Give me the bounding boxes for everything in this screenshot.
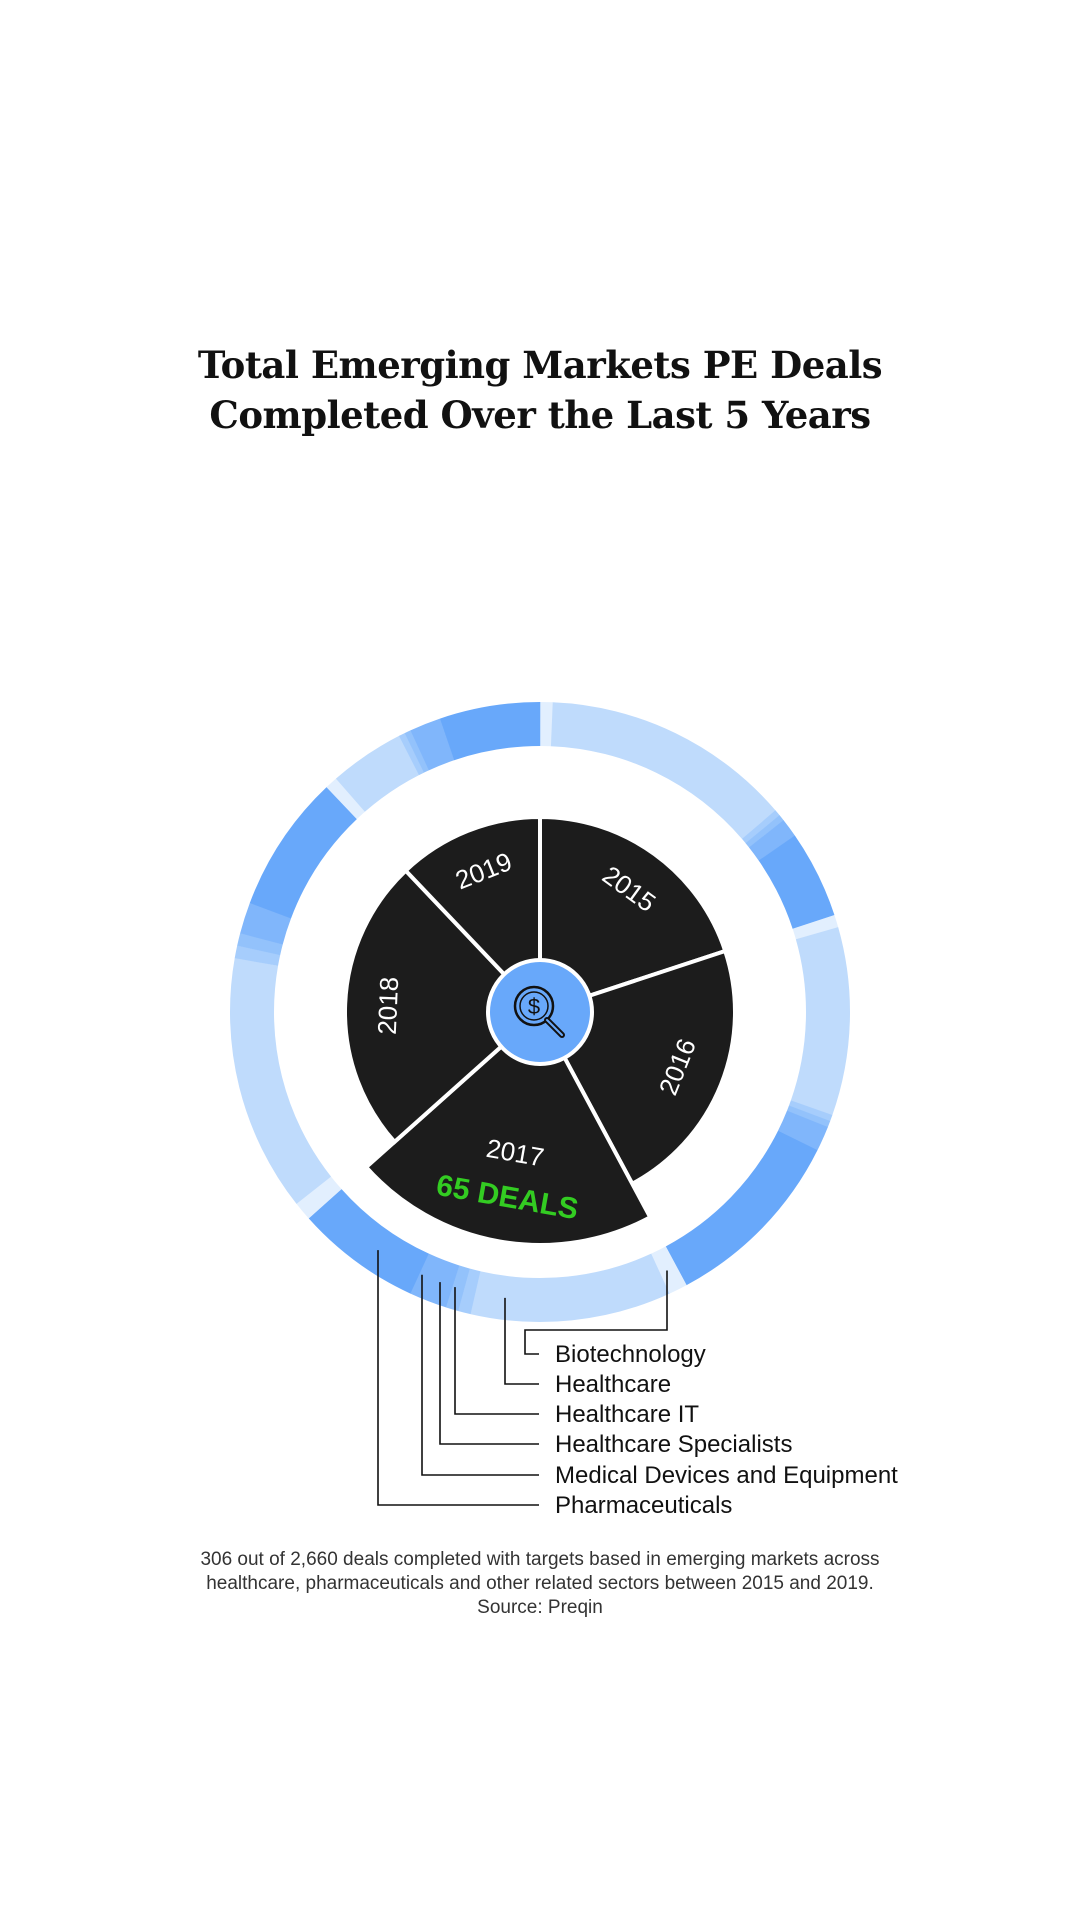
caption: 306 out of 2,660 deals completed with ta… [0, 1548, 1080, 1620]
ring-segment-2018-healthcare-it [234, 945, 281, 966]
ring-segment-2017-pharmaceuticals [308, 1189, 429, 1294]
dollar-magnifier-icon: $ [513, 985, 565, 1038]
legend-label: Biotechnology [555, 1341, 706, 1368]
ring-segment-2016-healthcare [790, 927, 850, 1116]
sector-ring [229, 702, 850, 1322]
ring-segment-2015-healthcare [550, 702, 776, 840]
leader-line [439, 1282, 539, 1445]
chart-title: Total Emerging Markets PE Deals Complete… [0, 340, 1080, 440]
legend-item-medical-devices-and-equipment: Medical Devices and Equipment [421, 1274, 898, 1489]
caption-source: Source: Preqin [477, 1597, 603, 1618]
legend-item-healthcare-it: Healthcare IT [454, 1287, 699, 1428]
chart-title-line-2: Completed Over the Last 5 Years [209, 393, 871, 437]
ring-segment-2017-healthcare-it [457, 1268, 481, 1315]
legend-item-pharmaceuticals: Pharmaceuticals [377, 1250, 732, 1519]
ring-segment-2015-healthcare-it [742, 810, 780, 844]
year-label-2018: 2018 [372, 976, 404, 1035]
leader-line [454, 1287, 539, 1415]
chart-title-line-1: Total Emerging Markets PE Deals [197, 343, 883, 387]
ring-segment-2016-pharmaceuticals [665, 1130, 818, 1286]
ring-segment-2018-healthcare [229, 957, 332, 1204]
ring-segment-2018-pharmaceuticals [249, 787, 357, 919]
legend-label: Medical Devices and Equipment [555, 1462, 898, 1489]
ring-segment-2015-pharmaceuticals [758, 835, 835, 929]
pie-wedge-2019 [402, 814, 542, 1018]
ring-segment-2019-healthcare-specialists [404, 730, 430, 773]
legend-item-healthcare-specialists: Healthcare Specialists [439, 1282, 792, 1458]
legend-label: Healthcare [555, 1371, 671, 1398]
ring-segment-2015-healthcare-specialists [745, 815, 784, 848]
leader-line [524, 1270, 668, 1355]
ring-segment-2019-healthcare-it [398, 732, 425, 776]
center-circle [486, 958, 594, 1066]
ring-segment-2016-medical-devices-and-equipment [778, 1110, 828, 1151]
legend-label: Pharmaceuticals [555, 1492, 732, 1519]
pie-wedge-2015 [538, 814, 728, 1015]
leader-line [377, 1250, 539, 1506]
legend: Biotechnology Healthcare Healthcare IT Heal… [377, 1250, 898, 1519]
svg-text:$: $ [528, 994, 540, 1019]
pie-wedge-2017 [363, 1008, 653, 1247]
caption-line-2: healthcare, pharmaceuticals and other re… [206, 1573, 874, 1594]
ring-segment-2019-medical-devices-and-equipment [410, 718, 455, 771]
legend-item-biotechnology: Biotechnology [524, 1270, 706, 1368]
legend-label: Healthcare IT [555, 1401, 699, 1428]
year-pie [343, 814, 737, 1247]
ring-segment-2017-healthcare-specialists [445, 1265, 470, 1312]
ring-segment-2017-healthcare [470, 1253, 670, 1322]
center-badge: $ [486, 958, 594, 1066]
legend-item-healthcare: Healthcare [504, 1297, 671, 1398]
ring-segment-2016-healthcare-it [788, 1100, 833, 1122]
ring-segment-2015-biotechnology [540, 702, 553, 747]
legend-label: Healthcare Specialists [555, 1431, 792, 1458]
ring-segment-2017-biotechnology [650, 1246, 687, 1294]
ring-segment-2015-medical-devices-and-equipment [748, 820, 796, 861]
ring-segment-2019-pharmaceuticals [439, 702, 541, 761]
ring-segment-2019-biotechnology [326, 778, 366, 820]
ring-segment-2018-biotechnology [296, 1176, 342, 1219]
ring-segment-2016-healthcare-specialists [786, 1105, 831, 1128]
ring-segment-2018-medical-devices-and-equipment [240, 902, 292, 945]
leader-line [504, 1297, 539, 1385]
ring-segment-2019-healthcare [335, 735, 420, 812]
ring-segment-2018-healthcare-specialists [237, 933, 283, 956]
ring-segment-2016-biotechnology [792, 914, 839, 940]
leader-line [421, 1274, 539, 1476]
pie-wedge-2018 [343, 867, 543, 1145]
caption-line-1: 306 out of 2,660 deals completed with ta… [200, 1549, 880, 1570]
